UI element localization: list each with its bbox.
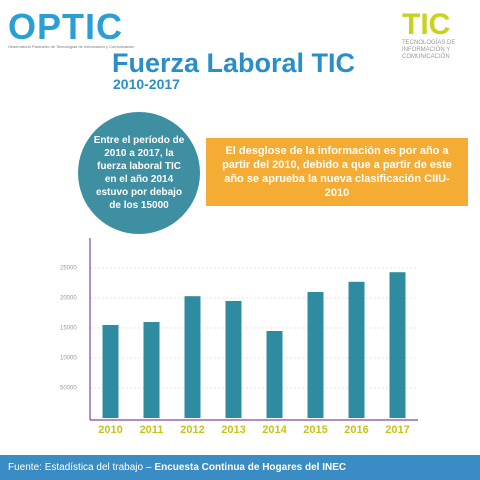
x-tick-label: 2017 (385, 424, 409, 436)
x-tick-label: 2012 (180, 424, 204, 436)
x-tick-label: 2014 (262, 424, 287, 436)
y-tick-label: 50000 (60, 386, 77, 392)
chart-subtitle: 2010-2017 (113, 76, 180, 92)
source-name: Encuesta Continua de Hogares del INEC (154, 462, 347, 473)
bar (389, 272, 406, 418)
x-tick-label: 2013 (221, 424, 245, 436)
bar (102, 325, 119, 418)
x-tick-label: 2016 (344, 424, 368, 436)
chart-title: Fuerza Laboral TIC (112, 48, 356, 78)
footer: Fuente: Estadística del trabajo – Encuest… (0, 455, 480, 480)
y-tick-label: 15000 (60, 326, 77, 332)
bar (307, 292, 324, 418)
logo-subtitle: Observatorio Paraneño de Tecnologías de … (8, 44, 135, 49)
x-tick-label: 2015 (303, 424, 327, 436)
bar (266, 331, 283, 418)
brand: TIC (402, 8, 451, 41)
x-tick-label: 2010 (98, 424, 122, 436)
y-tick-label: 20000 (60, 296, 77, 302)
chart: 50000 10000 15000 20000 25000 2010 2011 2012 201… (60, 238, 418, 436)
y-tick-label: 10000 (60, 356, 77, 362)
bar (348, 281, 365, 418)
bar (143, 322, 160, 418)
x-tick-label: 2011 (140, 424, 164, 436)
logo: OPTIC (8, 6, 124, 47)
brand-subtitle: TECNOLOGÍAS DE INFORMACIÓN Y COMUNICACIÓ… (402, 40, 456, 60)
source: Fuente: Estadística del trabajo – (8, 462, 152, 473)
note-circle: Entre el período de 2010 a 2017, la fuer… (78, 112, 200, 234)
note-box: El desglose de la información es por año… (206, 138, 468, 206)
bar (225, 301, 242, 418)
bar (184, 296, 201, 418)
y-tick-label: 25000 (60, 266, 77, 272)
